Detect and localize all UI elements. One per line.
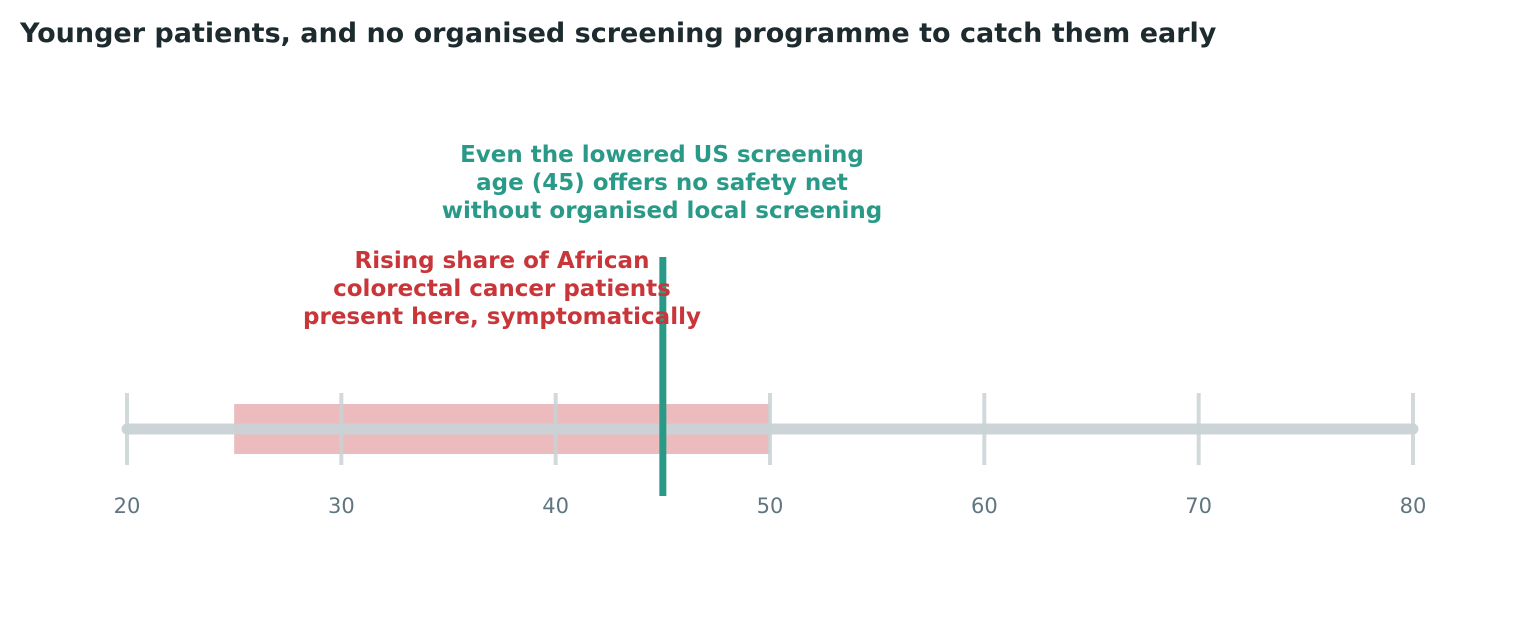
annotation-line: without organised local screening [442, 198, 883, 224]
chart-title: Younger patients, and no organised scree… [19, 18, 1217, 49]
tick-label-30: 30 [328, 494, 355, 518]
annotation-line: colorectal cancer patients [333, 276, 671, 302]
tick-label-40: 40 [542, 494, 569, 518]
tick-label-70: 70 [1185, 494, 1212, 518]
tick-label-50: 50 [757, 494, 784, 518]
tick-label-20: 20 [114, 494, 141, 518]
annotation-line: Even the lowered US screening [460, 142, 864, 168]
annotation-line: age (45) offers no safety net [476, 170, 848, 196]
axis-ticks [125, 393, 1415, 465]
tick-label-80: 80 [1400, 494, 1427, 518]
axis-tick-labels: 20 30 40 50 60 70 80 [114, 494, 1427, 518]
tick-label-60: 60 [971, 494, 998, 518]
marker-annotation: Even the lowered US screening age (45) of… [442, 142, 883, 224]
annotation-line: present here, symptomatically [303, 304, 701, 330]
range-annotation: Rising share of African colorectal cancer… [303, 248, 701, 330]
annotation-line: Rising share of African [355, 248, 650, 274]
